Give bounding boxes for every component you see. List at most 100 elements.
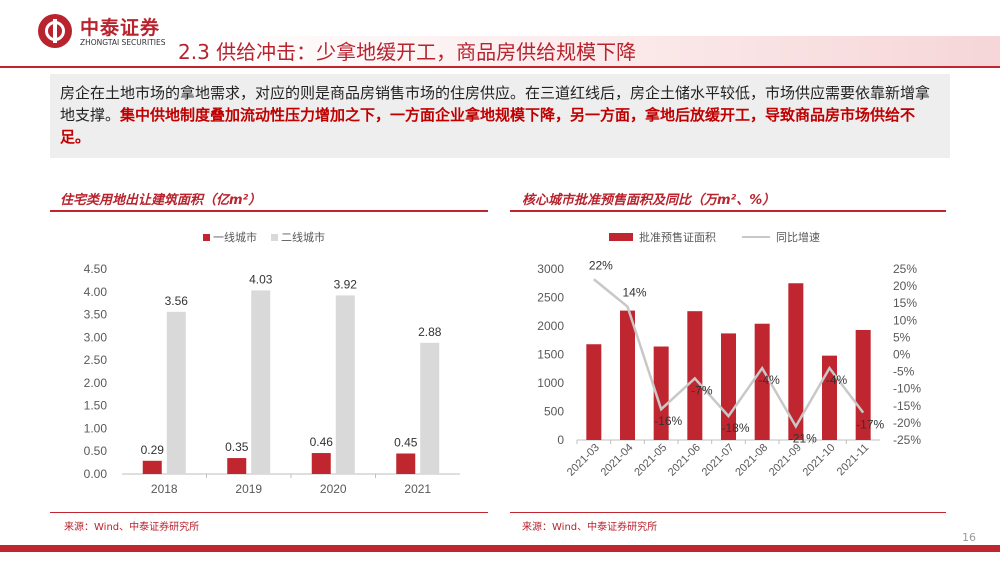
company-logo: 中泰证券 ZHONGTAI SECURITIES [38, 12, 178, 52]
bar-tier2 [335, 295, 355, 474]
x-tick-label: 2019 [235, 482, 262, 496]
bar-tier1 [142, 460, 162, 474]
y-right-tick-label: 0% [893, 348, 911, 362]
bar-tier2 [420, 342, 440, 474]
right-chart-title-rule [510, 210, 946, 212]
bar-presale-area [788, 283, 804, 440]
y-right-tick-label: 10% [893, 313, 917, 327]
header-divider [0, 66, 1000, 68]
right-chart-legend: 批准预售证面积 同比增速 [609, 229, 834, 245]
y-left-tick-label: 2000 [537, 319, 564, 333]
y-right-tick-label: 15% [893, 296, 917, 310]
data-label-tier1: 0.35 [225, 440, 249, 454]
y-tick-label: 4.50 [84, 262, 108, 276]
x-tick-label: 2021-11 [835, 442, 871, 478]
y-left-tick-label: 2500 [537, 291, 564, 305]
data-label-yoy: -17% [856, 418, 884, 432]
y-tick-label: 2.00 [84, 376, 108, 390]
legend-label-presale-area: 批准预售证面积 [639, 231, 716, 244]
right-combo-chart: 0 500 1000 1500 2000 2500 3000 -25% -20% -15% -10%… [537, 258, 921, 479]
legend-swatch-tier2 [271, 233, 278, 241]
y-right-tick-label: 5% [893, 330, 911, 344]
left-source-note: 来源：Wind、中泰证券研究所 [64, 522, 200, 533]
x-tick-label: 2018 [151, 482, 178, 496]
bar-presale-area [586, 344, 602, 440]
logo-subtitle: ZHONGTAI SECURITIES [80, 38, 166, 47]
bar-tier1 [227, 458, 247, 474]
legend-label-tier1: 一线城市 [213, 231, 257, 244]
y-tick-label: 1.50 [84, 399, 108, 413]
x-tick-label: 2020 [320, 482, 347, 496]
left-chart-title: 住宅类用地出让建筑面积（亿m²） [60, 193, 262, 208]
y-left-tick-label: 0 [557, 433, 564, 447]
bar-presale-area [687, 311, 703, 440]
bar-presale-area [855, 329, 871, 440]
x-tick-label: 2021-10 [801, 442, 838, 479]
data-label-tier1: 0.45 [394, 436, 418, 450]
y-right-tick-label: -25% [893, 433, 921, 447]
page-title: 2.3 供给冲击：少拿地缓开工，商品房供给规模下降 [178, 40, 637, 64]
legend-swatch-presale-area [609, 233, 633, 241]
x-tick-label: 2021-04 [599, 442, 636, 479]
data-label-yoy: -16% [654, 414, 682, 428]
line-yoy-growth [593, 278, 865, 429]
bar-tier1 [311, 453, 331, 474]
bar-presale-area [620, 310, 635, 440]
data-label-yoy: -21% [789, 431, 817, 445]
data-label-yoy: -18% [721, 421, 749, 435]
data-label-yoy: 14% [622, 286, 646, 300]
legend-label-yoy: 同比增速 [776, 231, 820, 244]
y-right-tick-label: -20% [893, 416, 921, 430]
y-left-tick-label: 3000 [537, 262, 564, 276]
y-tick-label: 4.00 [84, 285, 108, 299]
data-label-tier2: 4.03 [249, 272, 273, 286]
summary-text: 房企在土地市场的拿地需求，对应的则是商品房销售市场的住房供应。在三道红线后，房企… [60, 82, 944, 148]
header: 中泰证券 ZHONGTAI SECURITIES 2.3 供给冲击：少拿地缓开工… [0, 0, 1000, 66]
y-right-tick-label: -5% [893, 365, 915, 379]
data-label-yoy: 22% [589, 258, 613, 272]
footer-bar [0, 545, 1000, 552]
y-tick-label: 2.50 [84, 353, 108, 367]
left-chart-legend: 一线城市 二线城市 [203, 229, 339, 245]
y-left-tick-label: 500 [544, 405, 564, 419]
bar-tier2 [166, 311, 186, 474]
x-tick-label: 2021-08 [733, 442, 770, 479]
x-tick-label: 2021 [404, 482, 431, 496]
y-tick-label: 0.00 [84, 467, 108, 481]
bar-presale-area [653, 346, 669, 440]
logo-name: 中泰证券 [80, 17, 161, 39]
legend-label-tier2: 二线城市 [281, 231, 325, 244]
bar-tier2 [251, 290, 271, 474]
x-tick-label: 2021-05 [632, 442, 669, 479]
bar-tier1 [396, 453, 416, 474]
x-tick-label: 2021-03 [565, 442, 602, 479]
bar-presale-area [754, 323, 770, 440]
x-tick-label: 2021-07 [700, 442, 737, 479]
left-bar-chart: 0.00 0.50 1.00 1.50 2.00 2.50 3.00 3.50 4.00 4.50… [84, 262, 460, 496]
right-chart-title: 核心城市批准预售面积及同比（万m²、%） [522, 193, 776, 208]
legend-swatch-yoy [742, 236, 770, 238]
title-band [186, 36, 1000, 66]
page-number: 16 [962, 531, 976, 544]
y-tick-label: 1.00 [84, 421, 108, 435]
data-label-tier1: 0.46 [310, 435, 334, 449]
data-label-yoy: -4% [758, 373, 780, 387]
y-tick-label: 3.00 [84, 330, 108, 344]
y-left-tick-label: 1000 [537, 376, 564, 390]
right-source-note: 来源：Wind、中泰证券研究所 [522, 522, 658, 533]
data-label-tier2: 3.92 [334, 277, 358, 291]
legend-swatch-tier1 [203, 233, 210, 241]
y-tick-label: 0.50 [84, 444, 108, 458]
y-left-tick-label: 1500 [537, 348, 564, 362]
data-label-tier2: 3.56 [165, 294, 189, 308]
y-right-tick-label: 20% [893, 279, 917, 293]
x-tick-label: 2021-09 [767, 442, 804, 479]
y-right-tick-label: -15% [893, 399, 921, 413]
y-right-tick-label: -10% [893, 382, 921, 396]
data-label-yoy: -7% [691, 383, 713, 397]
right-bottom-rule [510, 512, 946, 513]
data-label-tier1: 0.29 [141, 443, 165, 457]
data-label-tier2: 2.88 [418, 325, 442, 339]
summary-emphasis: 集中供地制度叠加流动性压力增加之下，一方面企业拿地规模下降，另一方面，拿地后放缓… [60, 106, 916, 146]
y-tick-label: 3.50 [84, 308, 108, 322]
